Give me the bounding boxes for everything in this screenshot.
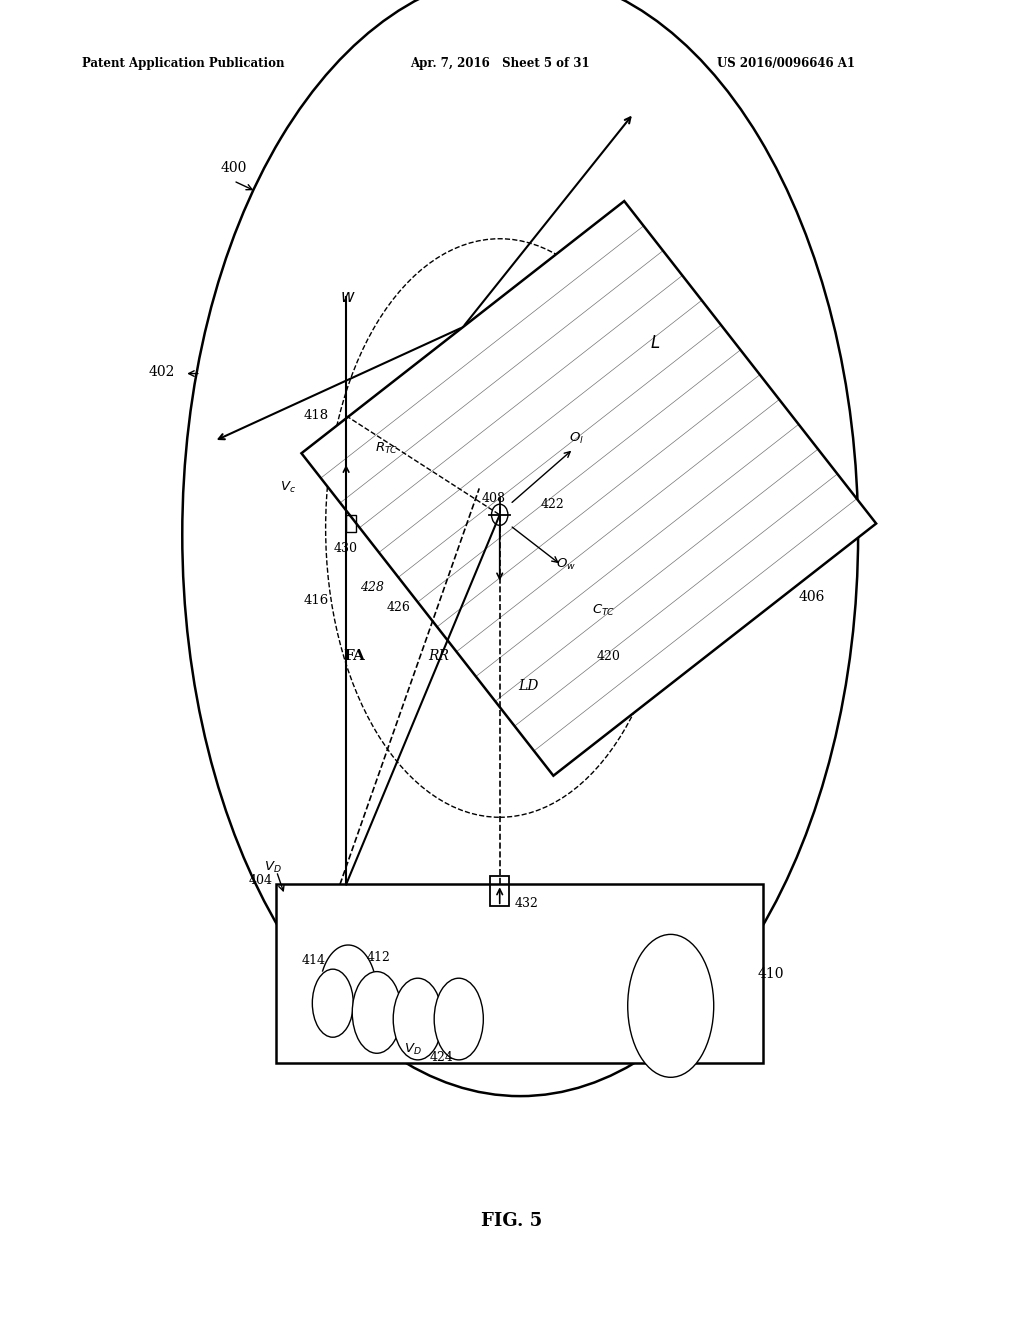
Text: 420: 420 [597, 649, 621, 663]
Ellipse shape [628, 935, 714, 1077]
Bar [346, 515, 356, 532]
Text: 432: 432 [515, 896, 539, 909]
Text: FA: FA [343, 649, 365, 663]
Text: 404: 404 [249, 874, 272, 887]
Bar [276, 884, 763, 1063]
Ellipse shape [393, 978, 442, 1060]
Text: 422: 422 [541, 498, 564, 511]
Text: $O_l$: $O_l$ [569, 432, 585, 446]
Text: $\it{L}$: $\it{L}$ [650, 335, 660, 351]
Text: 428: 428 [360, 581, 384, 594]
Text: 408: 408 [481, 492, 505, 506]
Text: $\it{w}$: $\it{w}$ [340, 289, 356, 305]
Text: RR: RR [428, 649, 450, 663]
Polygon shape [301, 201, 877, 776]
Bar [490, 875, 509, 907]
Text: 414: 414 [302, 953, 326, 966]
Text: 406: 406 [799, 590, 825, 603]
Text: $V_D$: $V_D$ [404, 1043, 422, 1057]
Text: 412: 412 [367, 950, 390, 964]
Text: 416: 416 [303, 594, 329, 607]
Text: $V_c$: $V_c$ [280, 480, 296, 495]
Text: 410: 410 [758, 966, 784, 981]
Ellipse shape [352, 972, 401, 1053]
Text: $V_D$: $V_D$ [264, 861, 282, 875]
Text: 418: 418 [303, 409, 329, 422]
Text: US 2016/0096646 A1: US 2016/0096646 A1 [717, 57, 855, 70]
Text: $R_{TC}$: $R_{TC}$ [375, 441, 398, 455]
Text: $C_{TC}$: $C_{TC}$ [592, 603, 615, 618]
Text: 400: 400 [220, 161, 247, 174]
Ellipse shape [434, 978, 483, 1060]
Text: 402: 402 [148, 366, 175, 379]
Text: 426: 426 [387, 601, 411, 614]
Text: FIG. 5: FIG. 5 [481, 1212, 543, 1230]
Ellipse shape [312, 969, 353, 1038]
Text: 424: 424 [430, 1051, 454, 1064]
Text: Apr. 7, 2016   Sheet 5 of 31: Apr. 7, 2016 Sheet 5 of 31 [410, 57, 589, 70]
Text: 430: 430 [334, 541, 357, 554]
Text: $O_w$: $O_w$ [556, 557, 577, 572]
Text: LD: LD [518, 680, 539, 693]
Text: Patent Application Publication: Patent Application Publication [82, 57, 285, 70]
